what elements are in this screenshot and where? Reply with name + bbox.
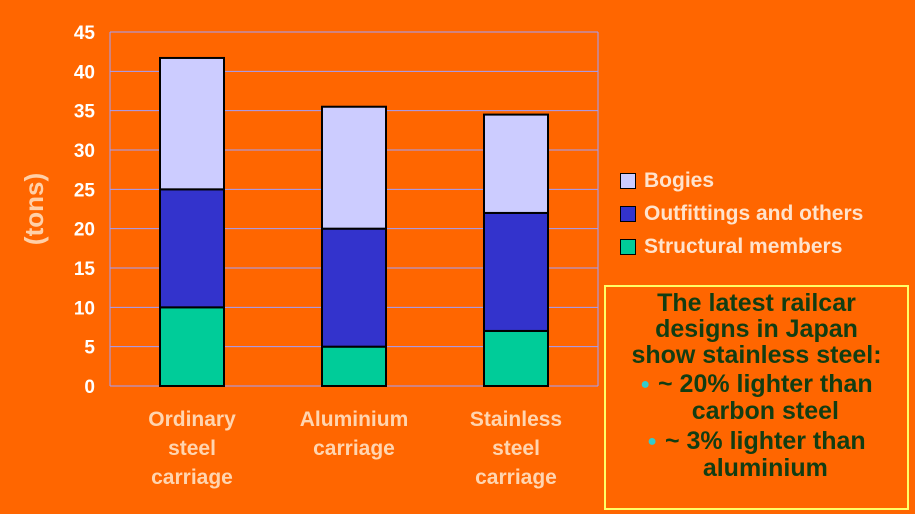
stacked-bar-chart: 0 5 10 15 20 25 30 35 40 45 Ordinary steel carriage… (19, 23, 599, 489)
callout-heading-line: show stainless steel: (631, 341, 882, 369)
legend-label-outfittings: Outfittings and others (644, 201, 864, 225)
y-tick-label: 10 (74, 298, 95, 319)
bar-stacks (159, 56, 549, 388)
x-category-label: carriage (151, 466, 233, 489)
x-category-label: Ordinary (148, 408, 236, 431)
callout-bullet-line: aluminium (702, 454, 828, 482)
x-category-label: steel (492, 437, 540, 460)
bar-segment (483, 113, 549, 214)
y-axis-label: (tons) (19, 173, 49, 245)
callout-box: The latest railcar designs in Japan show… (604, 285, 909, 510)
bar-segment (159, 188, 225, 309)
x-category-label: carriage (475, 466, 557, 489)
callout-bullet-line: ~ 3% lighter than (664, 427, 866, 455)
callout-heading-line: The latest railcar (657, 289, 856, 317)
bullet-dot-icon: ● (640, 376, 651, 393)
callout-heading-line: designs in Japan (655, 315, 858, 343)
y-tick-label: 45 (74, 23, 96, 44)
x-category-label: steel (168, 437, 216, 460)
callout-bullet: ● ~ 20% lighter than carbon steel (606, 371, 907, 425)
chart-legend: Bogies Outfittings and others Structural… (620, 164, 863, 263)
legend-label-bogies: Bogies (644, 168, 715, 192)
callout-bullet: ● ~ 3% lighter than aluminium (606, 428, 907, 482)
y-tick-label: 5 (84, 338, 95, 359)
y-tick-label: 40 (74, 62, 95, 83)
callout-bullet-line: ~ 20% lighter than (658, 370, 873, 398)
callout-heading: The latest railcar designs in Japan show… (606, 290, 907, 368)
y-tick-labels: 0 5 10 15 20 25 30 35 40 45 (74, 23, 96, 398)
bar-segment (321, 345, 387, 387)
y-tick-label: 25 (74, 180, 96, 201)
legend-swatch-structural (620, 238, 636, 255)
legend-item-outfittings: Outfittings and others (620, 197, 863, 230)
legend-label-structural: Structural members (644, 234, 843, 258)
legend-swatch-bogies (620, 172, 636, 189)
y-tick-label: 20 (74, 220, 95, 241)
legend-swatch-outfittings (620, 205, 636, 222)
y-tick-label: 35 (74, 102, 96, 123)
callout-bullet-line: carbon steel (691, 397, 839, 425)
x-category-labels: Ordinary steel carriage Aluminium carriage St… (148, 408, 562, 489)
x-category-label: carriage (313, 437, 395, 460)
x-category-label: Aluminium (300, 408, 409, 431)
bar-segment (321, 227, 387, 348)
x-category-label: Stainless (470, 408, 562, 431)
bar-segment (483, 329, 549, 387)
bar-segment (483, 211, 549, 332)
y-tick-label: 15 (74, 259, 96, 280)
bar-segment (321, 105, 387, 230)
y-tick-label: 0 (84, 377, 95, 398)
bar-segment (159, 56, 225, 191)
legend-item-structural: Structural members (620, 230, 863, 263)
bar-segment (159, 306, 225, 388)
legend-item-bogies: Bogies (620, 164, 863, 197)
y-tick-label: 30 (74, 141, 95, 162)
bullet-dot-icon: ● (647, 433, 657, 450)
